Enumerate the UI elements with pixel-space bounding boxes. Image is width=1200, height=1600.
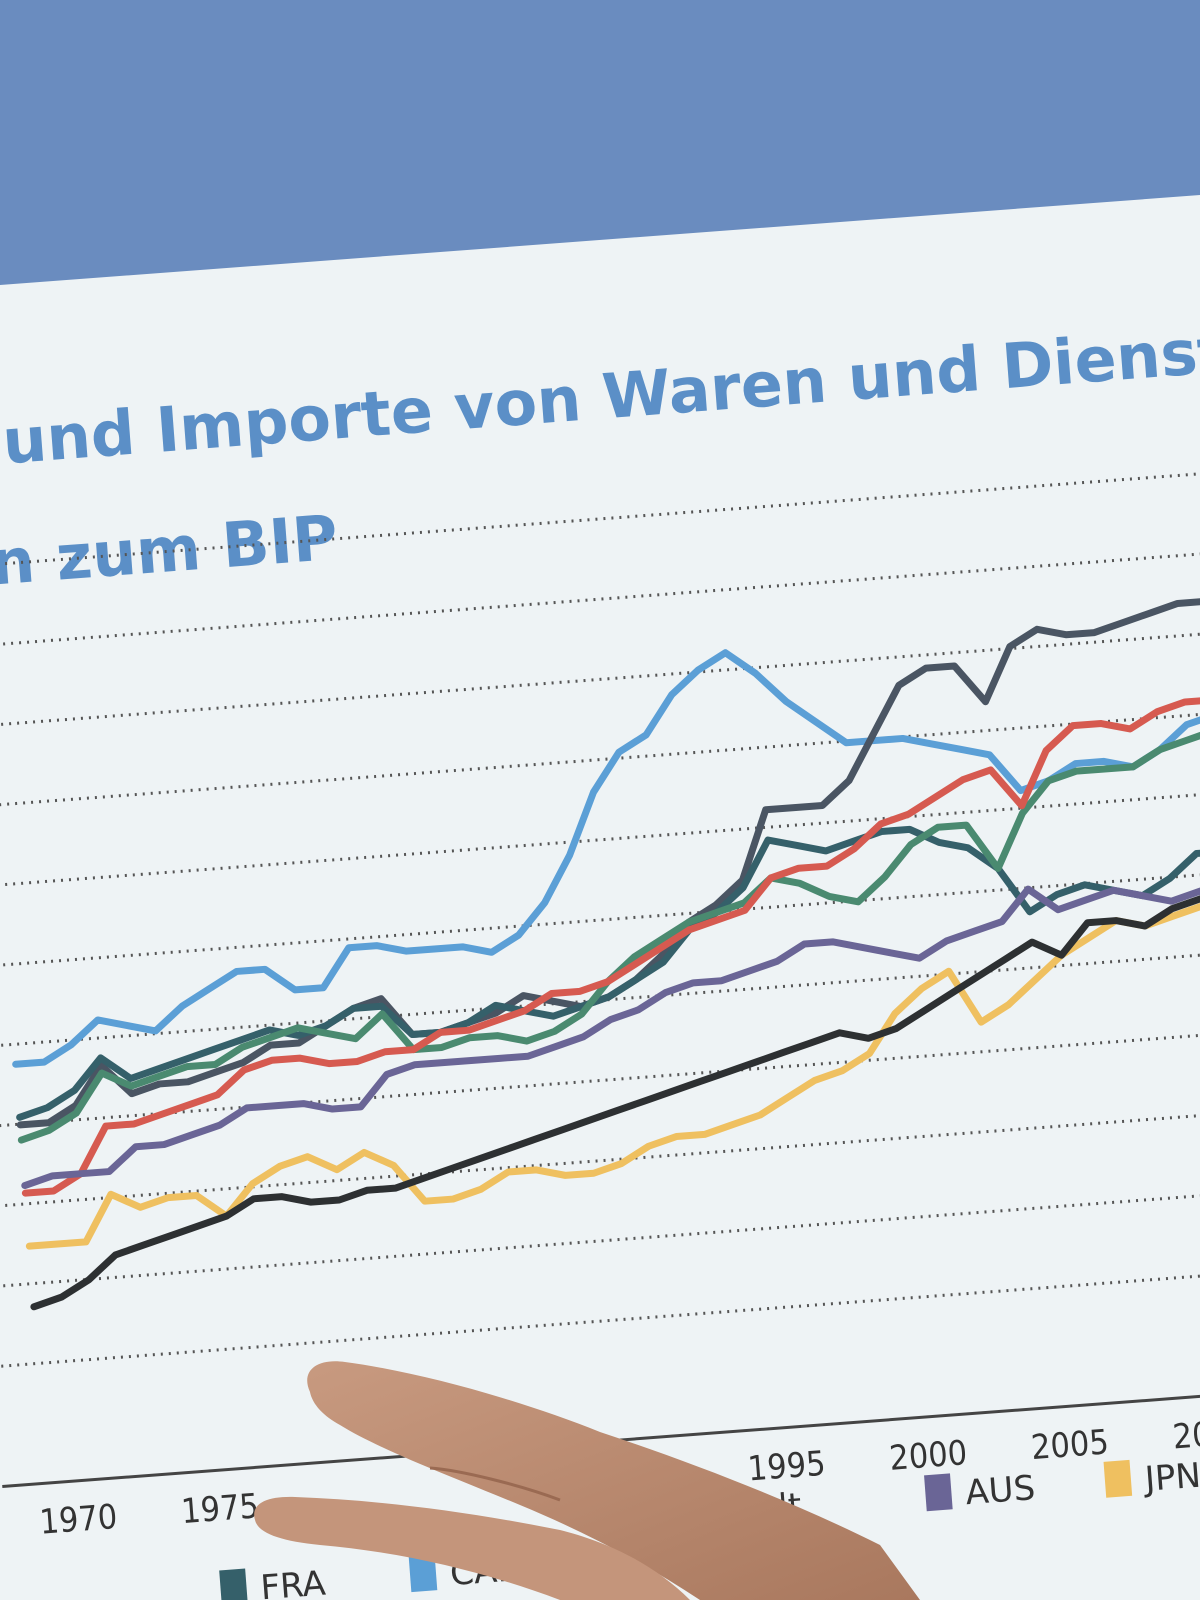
series-line-fra: [16, 825, 1200, 1121]
x-tick-label: 2000: [888, 1433, 969, 1479]
series-line-aus: [21, 878, 1200, 1190]
x-tick-label: 1975: [180, 1486, 261, 1532]
x-tick-label: 1995: [746, 1444, 827, 1490]
legend-label-jpn: JPN: [1142, 1456, 1200, 1500]
series-line-world: [30, 885, 1200, 1311]
x-tick-label: 2010: [1171, 1412, 1200, 1458]
presenter-hand: [254, 1361, 920, 1600]
legend-label-aus: AUS: [964, 1468, 1037, 1513]
legend-swatch-jpn: [1103, 1459, 1133, 1498]
board-surface: [0, 195, 1200, 1600]
series-group: [12, 597, 1200, 1311]
x-tick-labels: 1970 1975 1995 2000 2005 2010: [38, 1412, 1200, 1543]
legend-swatch-aus: [924, 1473, 953, 1512]
x-axis: [2, 1384, 1200, 1488]
legend-swatch-can: [408, 1554, 438, 1593]
x-tick-label: 2005: [1030, 1422, 1111, 1468]
legend-label-fra: FRA: [259, 1564, 327, 1600]
x-tick-label: 1970: [38, 1497, 119, 1543]
series-line-can: [12, 649, 1200, 1068]
legend-swatch-fra: [219, 1568, 248, 1600]
series-line-red: [21, 696, 1200, 1197]
x-axis-line: [2, 1384, 1200, 1488]
